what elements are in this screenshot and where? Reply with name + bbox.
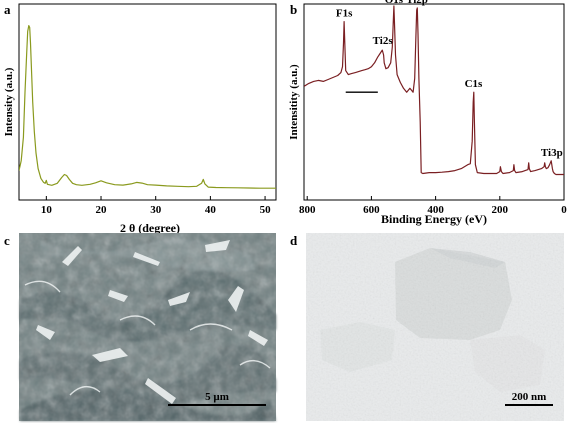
peak-label-5: Ti3p [541, 147, 563, 159]
panel-letter-d: d [290, 233, 298, 248]
x-tick-label-1-1: 600 [363, 204, 380, 216]
panel-letter-c: c [4, 233, 10, 248]
tem-image [306, 233, 564, 421]
panel-a: a 10 20 30 40 50 2 θ (degree) Intensity (a.u… [3, 2, 277, 235]
x-tick-label-0-4: 50 [260, 204, 272, 216]
series-line-0-0 [19, 25, 276, 189]
panel-d: d 200 nm [290, 233, 564, 421]
panel-letter-b: b [290, 2, 297, 17]
scale-bar-label-c: 5 µm [205, 391, 229, 403]
x-ticks-a: 10 20 30 40 50 [41, 196, 271, 216]
plot-frame-b [303, 3, 565, 201]
y-axis-label-b: Intensitity (a.u.) [288, 64, 300, 140]
panel-b: b 800 600 400 200 0 F1s O1sTi2p Ti2s C1s Ti3p Bi… [288, 0, 567, 226]
sem-image [19, 233, 276, 421]
y-axis-label-a: Intensity (a.u.) [3, 67, 15, 136]
peak-label-4: C1s [465, 78, 483, 90]
panel-letter-a: a [4, 2, 11, 17]
peak-label-1: O1s [385, 0, 404, 6]
x-tick-label-1-2: 400 [427, 204, 444, 216]
x-ticks-b: 800 600 400 200 0 [299, 196, 567, 216]
x-tick-label-1-4: 0 [561, 204, 567, 216]
peak-label-0: F1s [336, 8, 353, 20]
peak-label-2: Ti2p [406, 0, 428, 6]
series-line-1-0 [304, 5, 564, 176]
x-tick-label-0-2: 30 [150, 204, 162, 216]
x-tick-label-1-3: 200 [492, 204, 509, 216]
scale-bar-label-d: 200 nm [512, 391, 547, 403]
x-axis-label-a: 2 θ (degree) [120, 221, 180, 235]
x-tick-label-0-1: 20 [96, 204, 108, 216]
x-tick-label-1-0: 800 [299, 204, 316, 216]
xps-series [304, 5, 564, 176]
x-axis-label-b: Binding Energy (eV) [381, 212, 487, 226]
xrd-series [19, 25, 276, 189]
plot-frame-a [18, 3, 277, 201]
peak-label-3: Ti2s [373, 35, 394, 47]
x-tick-label-0-3: 40 [205, 204, 217, 216]
peak-annotations: F1s O1sTi2p Ti2s C1s Ti3p [336, 0, 563, 159]
x-tick-label-0-0: 10 [41, 204, 53, 216]
panel-c: c [4, 233, 276, 421]
